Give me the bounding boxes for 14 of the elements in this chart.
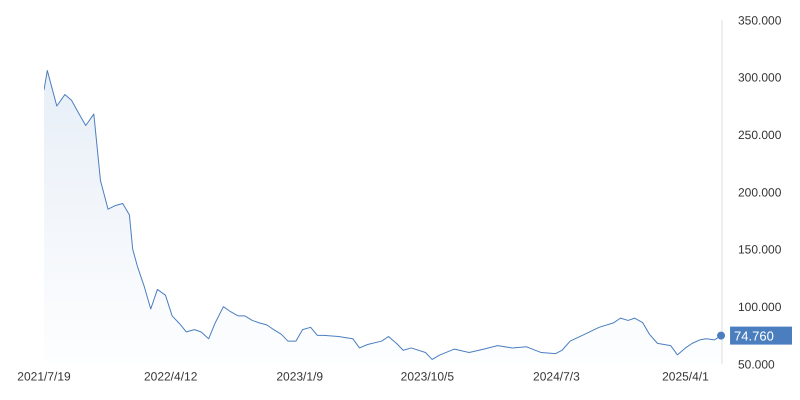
- x-tick-label: 2022/4/12: [144, 370, 198, 384]
- x-tick-label: 2025/4/1: [662, 370, 710, 384]
- x-tick-label: 2021/7/19: [17, 370, 72, 384]
- annotation: 74.760: [734, 328, 774, 344]
- y-tick-label: 300.000: [738, 70, 782, 85]
- x-tick-label: 2024/7/3: [533, 370, 580, 384]
- y-tick-label: 100.000: [738, 300, 782, 314]
- y-tick-label: 250.000: [738, 128, 782, 142]
- y-tick-label: 350.000: [738, 13, 782, 28]
- y-tick-label: 150.000: [738, 242, 782, 257]
- y-tick-label: 50.000: [738, 357, 776, 372]
- x-tick-label: 2023/1/9: [276, 370, 324, 384]
- x-tick-label: 2023/10/5: [400, 370, 454, 384]
- y-tick-label: 200.000: [738, 185, 782, 200]
